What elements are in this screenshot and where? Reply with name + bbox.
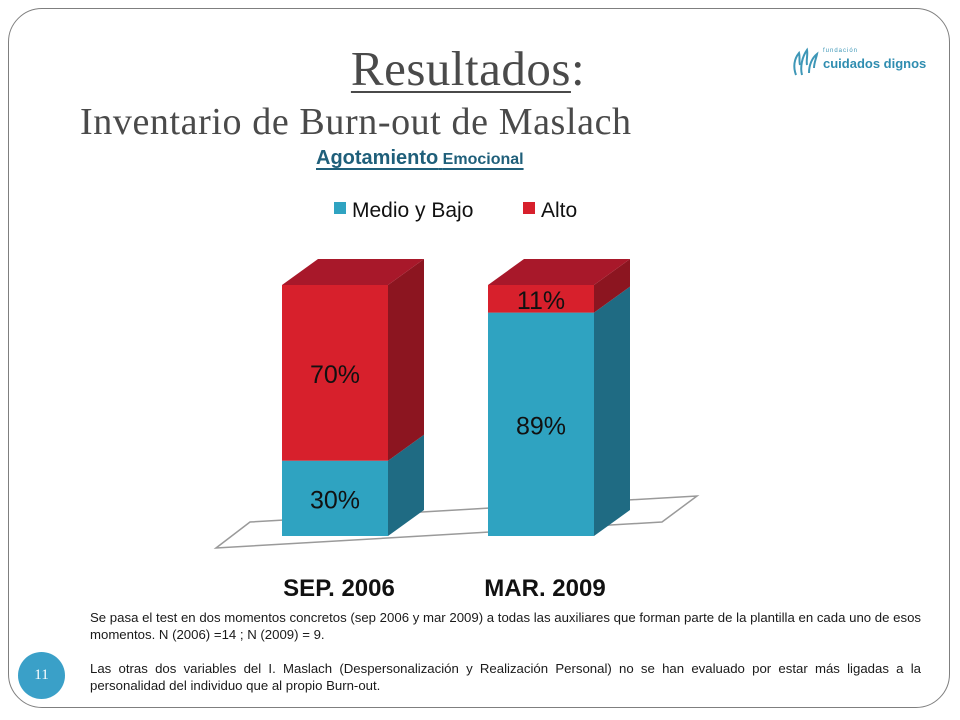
bar-1-alto-front	[282, 285, 388, 461]
logo-small-text: fundación	[823, 48, 859, 54]
slide-title: Resultados:	[0, 40, 936, 97]
bar-1-alto-top	[282, 259, 424, 285]
bar-1-medio-y-bajo-front	[282, 460, 388, 536]
data-label-1-1: 30%	[310, 486, 360, 514]
logo: fundación cuidados dignos	[790, 43, 930, 83]
data-label-2-2: 11%	[517, 287, 565, 315]
note-paragraph-1: Se pasa el test en dos momentos concreto…	[90, 610, 921, 642]
bar-2-medio-y-bajo-front	[488, 312, 594, 536]
data-label-2-1: 89%	[516, 412, 566, 440]
bar-1-alto-side	[388, 259, 424, 461]
bar-2-alto-top	[488, 259, 630, 285]
bar-2-alto-side	[594, 259, 630, 313]
chart-heading: Agotamiento Emocional	[316, 147, 524, 170]
legend-swatch-2	[523, 202, 535, 214]
chart-heading-secondary: Emocional	[442, 151, 524, 168]
bar-2-alto-front	[488, 285, 594, 313]
bar-1-medio-y-bajo-side	[388, 434, 424, 536]
legend-label-1: Medio y Bajo	[352, 199, 473, 222]
slide-frame	[8, 8, 950, 708]
notes: Se pasa el test en dos momentos concreto…	[90, 609, 921, 711]
chart-heading-main: Agotamiento	[316, 147, 439, 169]
page-number-badge: 11	[18, 652, 65, 699]
category-label-2: MAR. 2009	[484, 575, 605, 602]
legend-swatch-1	[334, 202, 346, 214]
logo-text: cuidados dignos	[823, 56, 927, 71]
data-label-1-2: 70%	[310, 361, 360, 389]
note-paragraph-2: Las otras dos variables del I. Maslach (…	[90, 661, 921, 693]
category-label-1: SEP. 2006	[283, 575, 395, 602]
title-main: Resultados	[350, 41, 571, 96]
slide-subtitle: Inventario de Burn-out de Maslach	[80, 101, 632, 143]
bar-2-medio-y-bajo-side	[594, 286, 630, 536]
hands-logo-icon	[793, 47, 819, 76]
legend-label-2: Alto	[541, 199, 577, 222]
title-colon: :	[570, 41, 586, 96]
